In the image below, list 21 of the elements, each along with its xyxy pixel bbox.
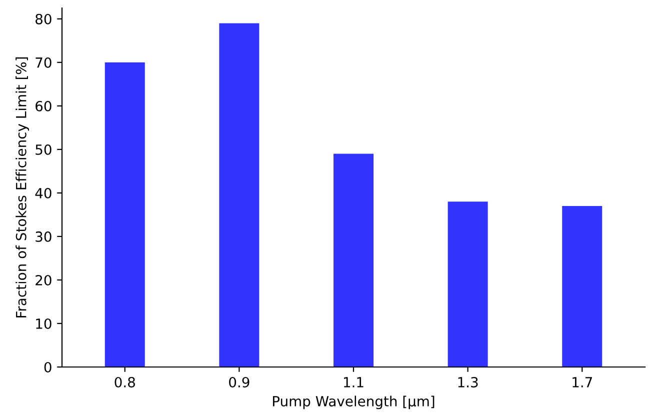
y-tick-label: 80 (36, 14, 52, 24)
y-tick-label: 10 (36, 318, 52, 329)
x-tick-label: 1.7 (572, 377, 592, 388)
y-tick-label: 0 (44, 362, 52, 372)
x-tick-label: 0.9 (229, 376, 250, 388)
y-tick-label: 70 (36, 57, 52, 68)
y-tick-label: 60 (36, 100, 52, 112)
bar (562, 206, 602, 367)
bar (448, 202, 488, 367)
y-tick-label: 20 (36, 274, 52, 286)
x-tick-label: 1.1 (344, 377, 364, 388)
y-axis-title: Fraction of Stokes Efficiency Limit [%] (16, 57, 30, 318)
bar (333, 154, 374, 367)
x-axis-title: Pump Wavelength [µm] (273, 396, 434, 410)
y-tick-label: 30 (36, 231, 52, 242)
bar (219, 23, 260, 367)
y-tick-label: 50 (36, 144, 52, 155)
bar (104, 62, 145, 367)
y-tick-label: 40 (35, 188, 52, 198)
x-tick-label: 1.3 (458, 376, 478, 388)
x-tick-label: 0.8 (114, 376, 135, 388)
